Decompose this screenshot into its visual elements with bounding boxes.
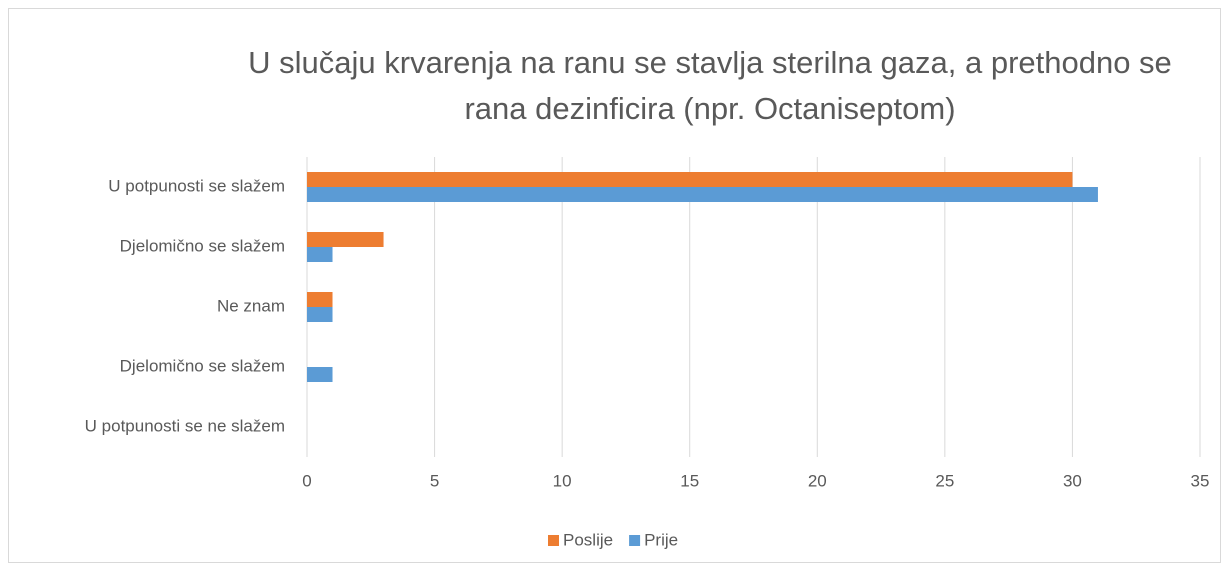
bar — [307, 307, 333, 322]
legend-swatch — [548, 535, 559, 546]
x-tick-label: 5 — [430, 471, 439, 490]
y-tick-label: U potpunosti se ne slažem — [85, 416, 285, 435]
x-tick-label: 35 — [1191, 471, 1210, 490]
y-tick-label: U potpunosti se slažem — [108, 176, 285, 195]
chart-title: U slučaju krvarenja na ranu se stavlja s… — [248, 45, 1172, 126]
legend-swatch — [629, 535, 641, 546]
bar — [307, 247, 333, 262]
bar — [307, 367, 333, 382]
x-tick-label: 30 — [1063, 471, 1082, 490]
y-tick-label: Ne znam — [217, 296, 285, 315]
x-tick-label: 25 — [935, 471, 954, 490]
x-tick-label: 10 — [553, 471, 572, 490]
x-tick-label: 0 — [302, 471, 311, 490]
legend-label: Poslije — [563, 530, 613, 549]
bar — [307, 187, 1098, 202]
legend-label: Prije — [644, 530, 678, 549]
bar — [307, 172, 1073, 187]
y-tick-label: Djelomično se slažem — [120, 356, 285, 375]
chart-frame — [8, 8, 1221, 563]
bar — [307, 232, 384, 247]
bar — [307, 292, 333, 307]
x-tick-label: 15 — [680, 471, 699, 490]
y-tick-label: Djelomično se slažem — [120, 236, 285, 255]
x-tick-label: 20 — [808, 471, 827, 490]
